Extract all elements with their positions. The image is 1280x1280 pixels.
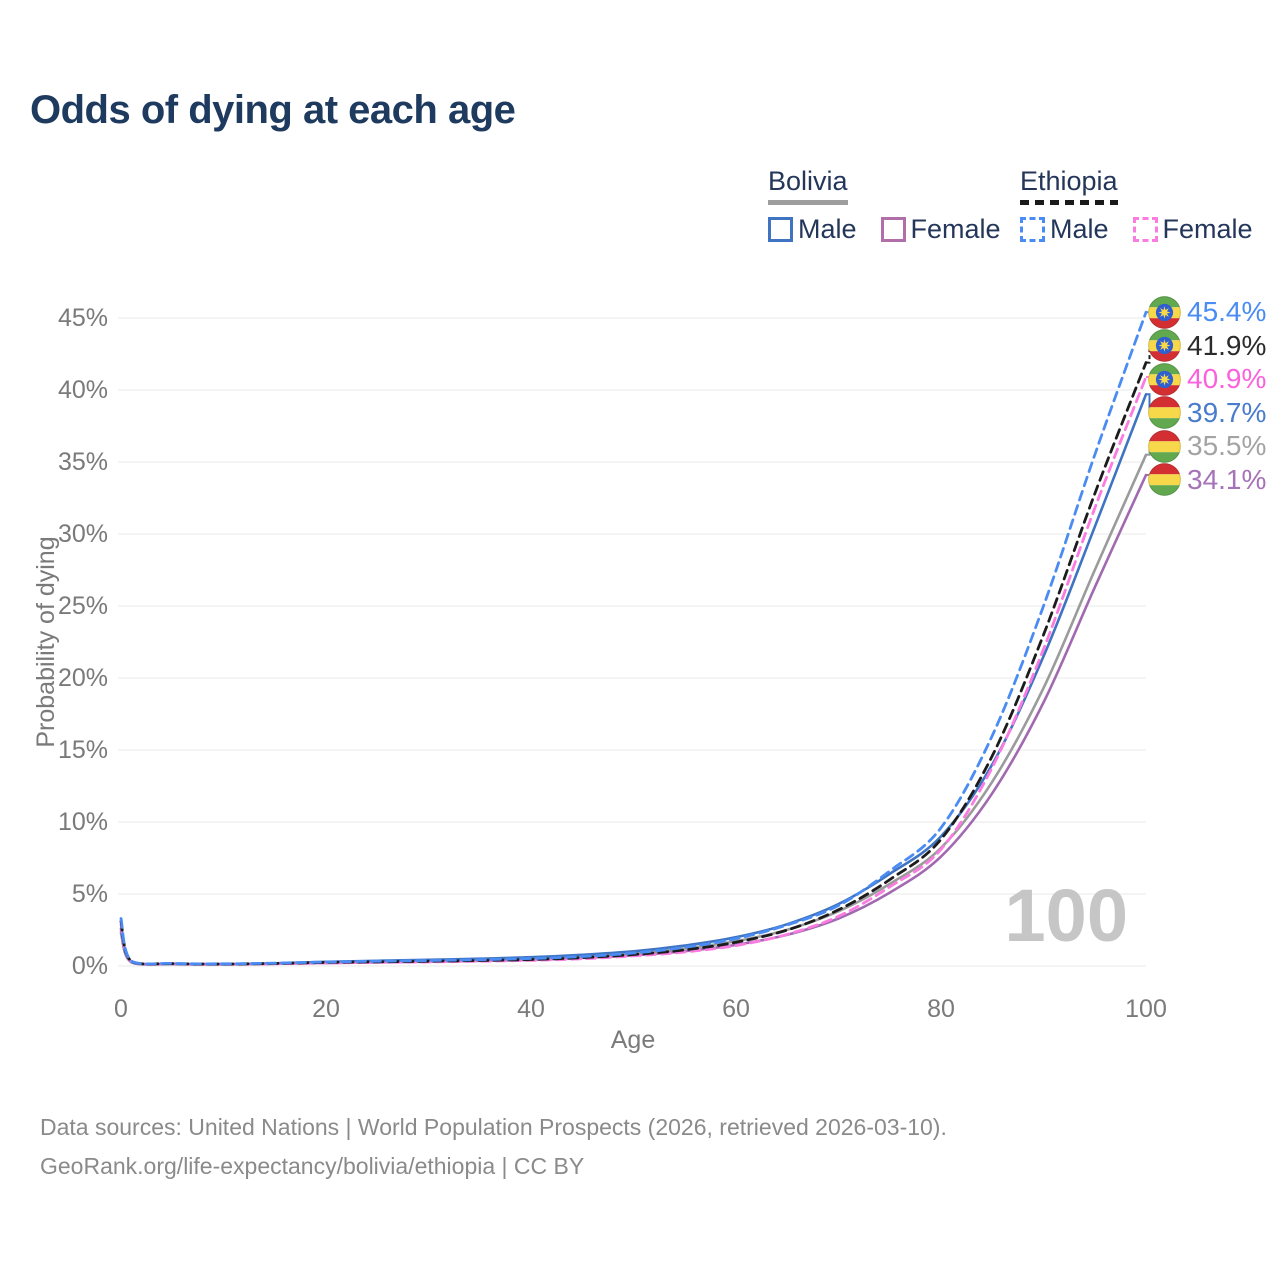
end-label-ethiopia-female: 40.9% bbox=[1148, 362, 1266, 396]
series-line-bolivia-male bbox=[119, 393, 1148, 966]
y-tick-label: 35% bbox=[57, 448, 108, 476]
y-tick-label: 15% bbox=[57, 736, 108, 764]
ethiopia-female-checkbox[interactable] bbox=[1132, 217, 1158, 242]
series-line-ethiopia-male bbox=[119, 310, 1148, 966]
x-tick-label: 80 bbox=[927, 995, 955, 1023]
end-label-value: 35.5% bbox=[1187, 430, 1267, 462]
series-line-bolivia-female bbox=[119, 473, 1148, 966]
ethiopia-male-checkbox[interactable] bbox=[1020, 217, 1045, 242]
age-hover-label: 100 bbox=[1005, 874, 1128, 957]
y-tick-label: 30% bbox=[57, 520, 108, 548]
x-tick-label: 100 bbox=[1125, 995, 1167, 1023]
legend-country-bolivia: Bolivia bbox=[768, 166, 848, 205]
legend-item-label: Male bbox=[798, 214, 857, 244]
end-label-value: 40.9% bbox=[1187, 363, 1267, 395]
x-tick-label: 20 bbox=[312, 995, 340, 1023]
end-label-value: 41.9% bbox=[1187, 329, 1267, 361]
ethiopia-flag-icon bbox=[1148, 362, 1181, 396]
y-tick-label: 0% bbox=[71, 952, 108, 980]
bolivia-flag-icon bbox=[1148, 396, 1181, 430]
end-label-ethiopia-both-sexes: 41.9% bbox=[1148, 329, 1266, 363]
legend-item-bolivia-male[interactable]: Male bbox=[768, 214, 857, 245]
legend-item-label: Male bbox=[1050, 214, 1109, 244]
end-label-value: 45.4% bbox=[1187, 296, 1267, 328]
y-axis-title: Probability of dying bbox=[32, 536, 60, 748]
bolivia-male-checkbox[interactable] bbox=[768, 217, 793, 242]
y-tick-label: 25% bbox=[57, 592, 108, 620]
legend-item-label: Female bbox=[910, 214, 1001, 244]
page-title: Odds of dying at each age bbox=[30, 88, 516, 132]
ethiopia-flag-icon bbox=[1148, 295, 1181, 329]
end-label-bolivia-female: 34.1% bbox=[1148, 463, 1266, 497]
y-tick-label: 10% bbox=[57, 808, 108, 836]
y-tick-label: 45% bbox=[57, 304, 108, 332]
legend-item-ethiopia-female[interactable]: Female bbox=[1132, 214, 1253, 245]
y-tick-label: 5% bbox=[71, 880, 108, 908]
legend-country-label: Ethiopia bbox=[1020, 166, 1118, 196]
ethiopia-flag-icon bbox=[1148, 329, 1181, 363]
footer: Data sources: United Nations | World Pop… bbox=[40, 1108, 947, 1186]
x-tick-label: 60 bbox=[722, 995, 750, 1023]
ethiopia-linestyle-swatch bbox=[1020, 200, 1118, 205]
legend-group-bolivia: Bolivia Male Female bbox=[768, 166, 1001, 245]
legend-item-ethiopia-male[interactable]: Male bbox=[1020, 214, 1109, 245]
bolivia-flag-icon bbox=[1148, 429, 1181, 463]
end-label-bolivia-both-sexes: 35.5% bbox=[1148, 429, 1266, 463]
end-label-value: 34.1% bbox=[1187, 463, 1267, 495]
legend-country-label: Bolivia bbox=[768, 166, 848, 196]
bolivia-linestyle-swatch bbox=[768, 200, 848, 205]
x-axis-title: Age bbox=[610, 1026, 656, 1054]
legend-country-ethiopia: Ethiopia bbox=[1020, 166, 1118, 205]
legend-item-bolivia-female[interactable]: Female bbox=[880, 214, 1001, 245]
series-line-ethiopia-female bbox=[119, 375, 1148, 966]
series-line-bolivia-both-sexes bbox=[119, 453, 1148, 966]
end-label-ethiopia-male: 45.4% bbox=[1148, 295, 1266, 329]
x-tick-label: 40 bbox=[517, 995, 545, 1023]
end-label-bolivia-male: 39.7% bbox=[1148, 396, 1266, 430]
legend-item-label: Female bbox=[1162, 214, 1253, 244]
series-line-ethiopia-both-sexes bbox=[119, 361, 1148, 966]
attribution-line: GeoRank.org/life-expectancy/bolivia/ethi… bbox=[40, 1153, 585, 1179]
legend-group-ethiopia: Ethiopia Male Female bbox=[1020, 166, 1253, 245]
x-tick-label: 0 bbox=[114, 995, 128, 1023]
end-label-value: 39.7% bbox=[1187, 396, 1267, 428]
y-tick-label: 40% bbox=[57, 376, 108, 404]
bolivia-female-checkbox[interactable] bbox=[880, 217, 906, 242]
data-source-line: Data sources: United Nations | World Pop… bbox=[40, 1114, 947, 1140]
y-tick-label: 20% bbox=[57, 664, 108, 692]
bolivia-flag-icon bbox=[1148, 463, 1181, 497]
